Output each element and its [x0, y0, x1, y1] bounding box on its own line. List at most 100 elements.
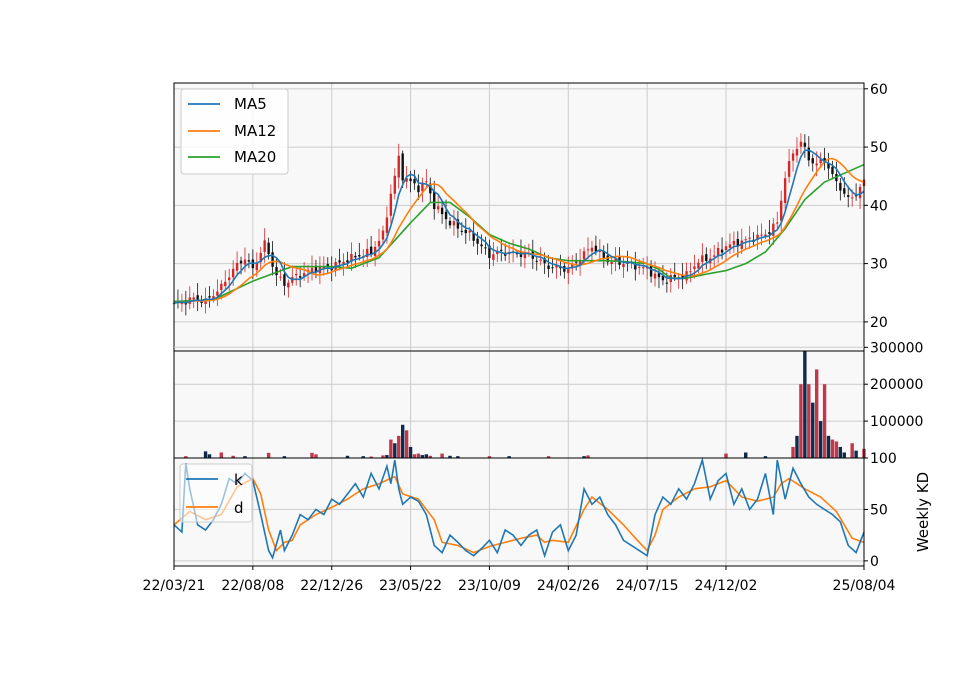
kd-y-ticks: 0 50 100 — [864, 451, 897, 570]
volume-bar — [203, 451, 208, 458]
volume-bar — [744, 452, 748, 458]
candle-body — [649, 265, 653, 277]
candle-body — [772, 223, 775, 236]
volume-bar — [811, 402, 815, 458]
candle-body — [673, 274, 676, 278]
x-tick-label: 23/10/09 — [458, 578, 521, 594]
candle-body — [744, 239, 747, 241]
kd-panel-frame — [173, 457, 865, 567]
volume-bar — [420, 455, 425, 458]
candle-body — [448, 220, 452, 226]
candle-body — [369, 246, 373, 255]
candle-body — [216, 291, 219, 296]
candle-body — [567, 268, 570, 274]
volume-bar — [389, 439, 393, 458]
candle-body — [602, 251, 605, 258]
volume-bar — [822, 384, 827, 458]
kd-y-tick-label: 0 — [870, 554, 879, 570]
candle-body — [263, 240, 266, 252]
candle-body — [413, 179, 416, 184]
candle-body — [736, 239, 740, 247]
candle-body — [653, 273, 657, 279]
x-tick-label: 22/08/08 — [221, 578, 284, 594]
candle-body — [267, 242, 270, 255]
candle-body — [716, 248, 720, 256]
candle-body — [243, 259, 247, 265]
candle-body — [417, 185, 420, 193]
candle-body — [543, 258, 546, 264]
kd-panel-bg — [174, 458, 864, 566]
candle-body — [681, 274, 684, 280]
candle-body — [220, 283, 223, 291]
candle-body — [397, 155, 400, 178]
volume-bar — [586, 455, 590, 458]
price-panel-bg — [174, 83, 864, 351]
price-grid — [173, 83, 865, 351]
volume-bar — [282, 456, 287, 458]
volume-y-tick-label: 200000 — [870, 377, 923, 393]
candle-body — [366, 248, 369, 258]
volume-bar — [440, 453, 444, 458]
candle-body — [811, 158, 814, 164]
candle-body — [799, 141, 803, 147]
volume-bar — [243, 456, 247, 458]
volume-y-ticks: 100000 200000 300000 — [864, 340, 923, 430]
legend-k-label: k — [234, 471, 243, 489]
candle-body — [433, 191, 436, 210]
candle-body — [385, 217, 389, 233]
candle-body — [776, 222, 779, 224]
candle-body — [338, 260, 341, 263]
legend-ma20-label: MA20 — [234, 148, 276, 166]
volume-bar — [400, 424, 405, 458]
volume-bar — [397, 435, 401, 458]
candle-body — [657, 273, 661, 278]
candle-body — [815, 163, 818, 166]
candle-body — [586, 249, 590, 251]
k-line — [173, 456, 865, 560]
candle-body — [235, 263, 239, 271]
candle-body — [697, 262, 700, 269]
candle-body — [701, 255, 704, 262]
candle-body — [795, 148, 799, 156]
volume-panel: 100000 200000 300000 — [173, 340, 923, 459]
volume-bar — [795, 435, 799, 458]
volume-bar — [266, 452, 271, 458]
candle-body — [768, 232, 771, 234]
volume-bar — [487, 456, 492, 458]
candle-body — [559, 266, 562, 269]
volume-bar — [310, 452, 314, 458]
price-y-tick-label: 60 — [870, 82, 888, 98]
kd-y-tick-label: 100 — [870, 451, 897, 467]
candles — [172, 133, 866, 316]
volume-panel-bg — [174, 351, 864, 458]
volume-bar — [408, 446, 413, 458]
volume-bar — [385, 455, 389, 458]
candle-body — [389, 193, 393, 216]
candle-body — [275, 267, 278, 276]
candle-body — [728, 244, 732, 248]
candle-body — [231, 268, 235, 278]
candle-body — [381, 230, 385, 240]
candle-body — [224, 281, 227, 287]
candle-body — [440, 207, 444, 215]
candle-body — [342, 261, 345, 265]
volume-grid — [173, 346, 865, 458]
candle-body — [803, 142, 807, 147]
volume-bar — [546, 456, 551, 458]
candle-body — [712, 255, 716, 257]
x-ticks: 22/03/21 22/08/08 22/12/26 23/05/22 23/10/09… — [143, 566, 896, 594]
candle-body — [555, 265, 558, 268]
candle-body — [551, 267, 554, 269]
volume-bar — [207, 454, 212, 458]
candle-body — [693, 266, 696, 270]
volume-bar — [807, 384, 811, 458]
price-y-tick-label: 30 — [870, 257, 888, 273]
candle-body — [476, 238, 479, 244]
candle-body — [192, 297, 195, 300]
candle-body — [354, 255, 357, 258]
candle-body — [665, 282, 669, 284]
candle-body — [247, 260, 251, 262]
volume-y-tick-label: 100000 — [870, 414, 923, 430]
x-tick-label: 24/02/26 — [537, 578, 600, 594]
candle-body — [480, 244, 483, 247]
